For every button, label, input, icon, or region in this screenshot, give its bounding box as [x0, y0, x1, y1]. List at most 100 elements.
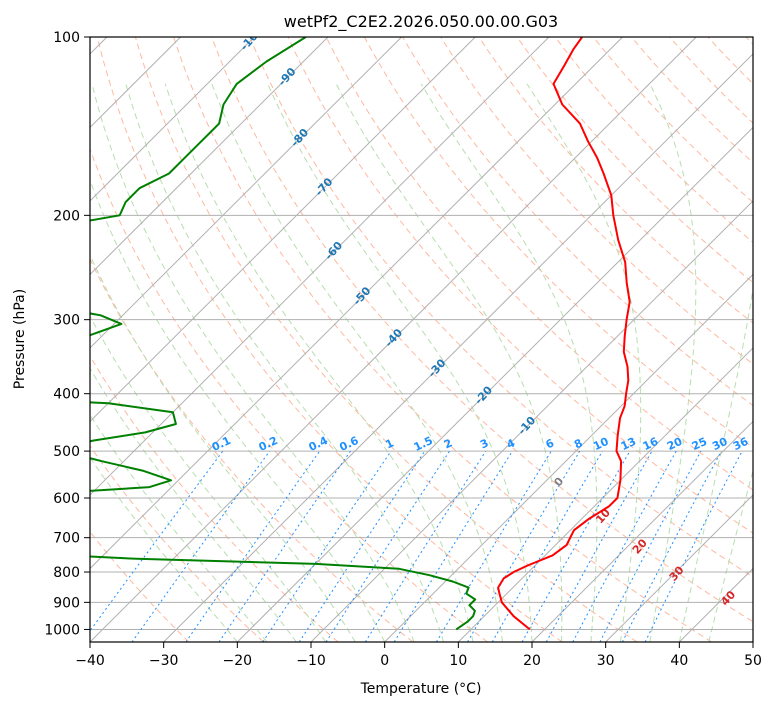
dry-adiabat: [516, 37, 753, 284]
mixing-ratio-line: [599, 450, 702, 642]
moist-adiabat: [267, 83, 533, 642]
temperature-line: [497, 37, 631, 631]
y-tick-label: 1000: [44, 622, 80, 638]
moist-adiabat: [335, 83, 563, 642]
moist-adiabat: [91, 83, 415, 642]
dry-adiabat: [134, 37, 638, 642]
mixing-ratio-line: [621, 450, 722, 642]
dry-adiabat-label: -80: [288, 126, 311, 150]
x-tick-label: −30: [149, 653, 179, 669]
y-tick-label: 600: [53, 491, 80, 507]
dry-adiabat: [554, 37, 753, 243]
isotherm: [384, 273, 753, 642]
y-axis: 100 200 300 400 500 600 700 800 900 1000: [44, 30, 90, 638]
moist-adiabat: [90, 414, 268, 642]
isotherm: [90, 37, 255, 202]
dry-adiabat: [440, 37, 753, 365]
dry-adiabat: [592, 37, 753, 203]
x-tick-label: −10: [296, 653, 326, 669]
mixing-ratio-line: [364, 450, 487, 642]
mixing-ratio-line: [545, 450, 653, 642]
mixing-ratio-label: 20: [665, 435, 685, 453]
isotherm: [90, 37, 329, 276]
x-tick-label: −40: [75, 653, 105, 669]
mixing-ratio-line: [185, 450, 321, 642]
moist-adiabat: [90, 178, 386, 642]
dry-adiabat: [90, 258, 414, 642]
mixing-ratio-line: [262, 450, 392, 642]
dry-adiabat: [173, 37, 712, 642]
moist-adiabat: [90, 253, 356, 642]
isotherm: [90, 37, 476, 423]
isotherm: [90, 37, 697, 642]
mixing-ratio-line: [572, 450, 677, 642]
isotherm: [457, 347, 753, 642]
dry-adiabat: [631, 37, 753, 164]
mixing-ratio-line: [467, 450, 581, 642]
y-tick-label: 700: [53, 531, 80, 547]
dry-adiabat: [669, 37, 753, 124]
mixing-ratio-line: [644, 450, 743, 642]
x-tick-label: 0: [380, 653, 389, 669]
mixing-ratio-label: 36: [731, 435, 751, 453]
isotherm: [90, 37, 402, 349]
isotherm: [531, 420, 753, 642]
dry-adiabat: [745, 37, 753, 46]
moist-adiabat: [211, 83, 503, 642]
mixing-ratio-line: [521, 450, 631, 642]
mixing-ratio-line: [393, 450, 513, 642]
dry-adiabat: [402, 37, 753, 406]
dry-adiabat: [90, 530, 190, 642]
plot-frame: [89, 36, 754, 643]
isotherm: [90, 37, 623, 570]
mixing-ratio-line: [435, 450, 552, 642]
isotherm: [163, 53, 753, 642]
moist-adiabat: [526, 83, 642, 642]
y-tick-label: 500: [53, 444, 80, 460]
y-axis-title: Pressure (hPa): [12, 289, 28, 389]
x-tick-label: 50: [744, 653, 762, 669]
mixing-ratio-label: 2: [442, 436, 454, 451]
mixing-ratio-label: 6: [544, 436, 557, 451]
mixing-ratio-label: 3: [478, 436, 490, 451]
mixing-ratio-label: 25: [690, 435, 709, 453]
chart-title: wetPf2_C2E2.2026.050.00.00.G03: [284, 12, 558, 32]
mixing-ratio-label: 30: [710, 435, 730, 453]
isotherm: [236, 126, 753, 642]
isotherm: [605, 494, 753, 642]
dry-adiabat: [325, 37, 753, 491]
dry-adiabat: [478, 37, 753, 324]
mixing-ratio-line: [325, 450, 451, 642]
moist-adiabat-label: 30: [667, 563, 687, 583]
x-axis: −40 −30 −20 −10 0 10 20 30 40 50: [75, 642, 762, 669]
moist-adiabat: [164, 83, 474, 642]
x-tick-label: 40: [670, 653, 688, 669]
isotherm: [310, 200, 753, 642]
dry-adiabat: [90, 444, 264, 642]
moist-adiabat: [90, 314, 327, 642]
moist-adiabat: [420, 83, 598, 642]
mixing-ratio-line: [218, 450, 351, 642]
dry-adiabat: [707, 37, 753, 85]
moist-adiabat: [90, 367, 297, 642]
y-tick-label: 100: [53, 30, 80, 46]
mixing-ratio-line: [298, 450, 426, 642]
dry-adiabat: [90, 147, 488, 642]
x-axis-title: Temperature (°C): [360, 681, 482, 697]
x-tick-label: −20: [223, 653, 253, 669]
y-tick-label: 800: [53, 565, 80, 581]
mixing-ratio-label: 13: [619, 435, 638, 453]
isotherm: [90, 37, 550, 496]
moist-adiabat: [678, 285, 753, 642]
dewpoint-line: [90, 37, 477, 631]
dry-adiabat: [96, 37, 563, 642]
y-tick-label: 400: [53, 387, 80, 403]
dry-adiabat-label: -60: [322, 239, 345, 263]
y-tick-label: 300: [53, 313, 80, 329]
mixing-ratio-line: [491, 450, 603, 642]
mixing-ratio-label: 10: [591, 435, 611, 453]
moist-adiabat: [649, 83, 697, 642]
moist-adiabat: [125, 83, 445, 642]
y-tick-label: 200: [53, 208, 80, 224]
